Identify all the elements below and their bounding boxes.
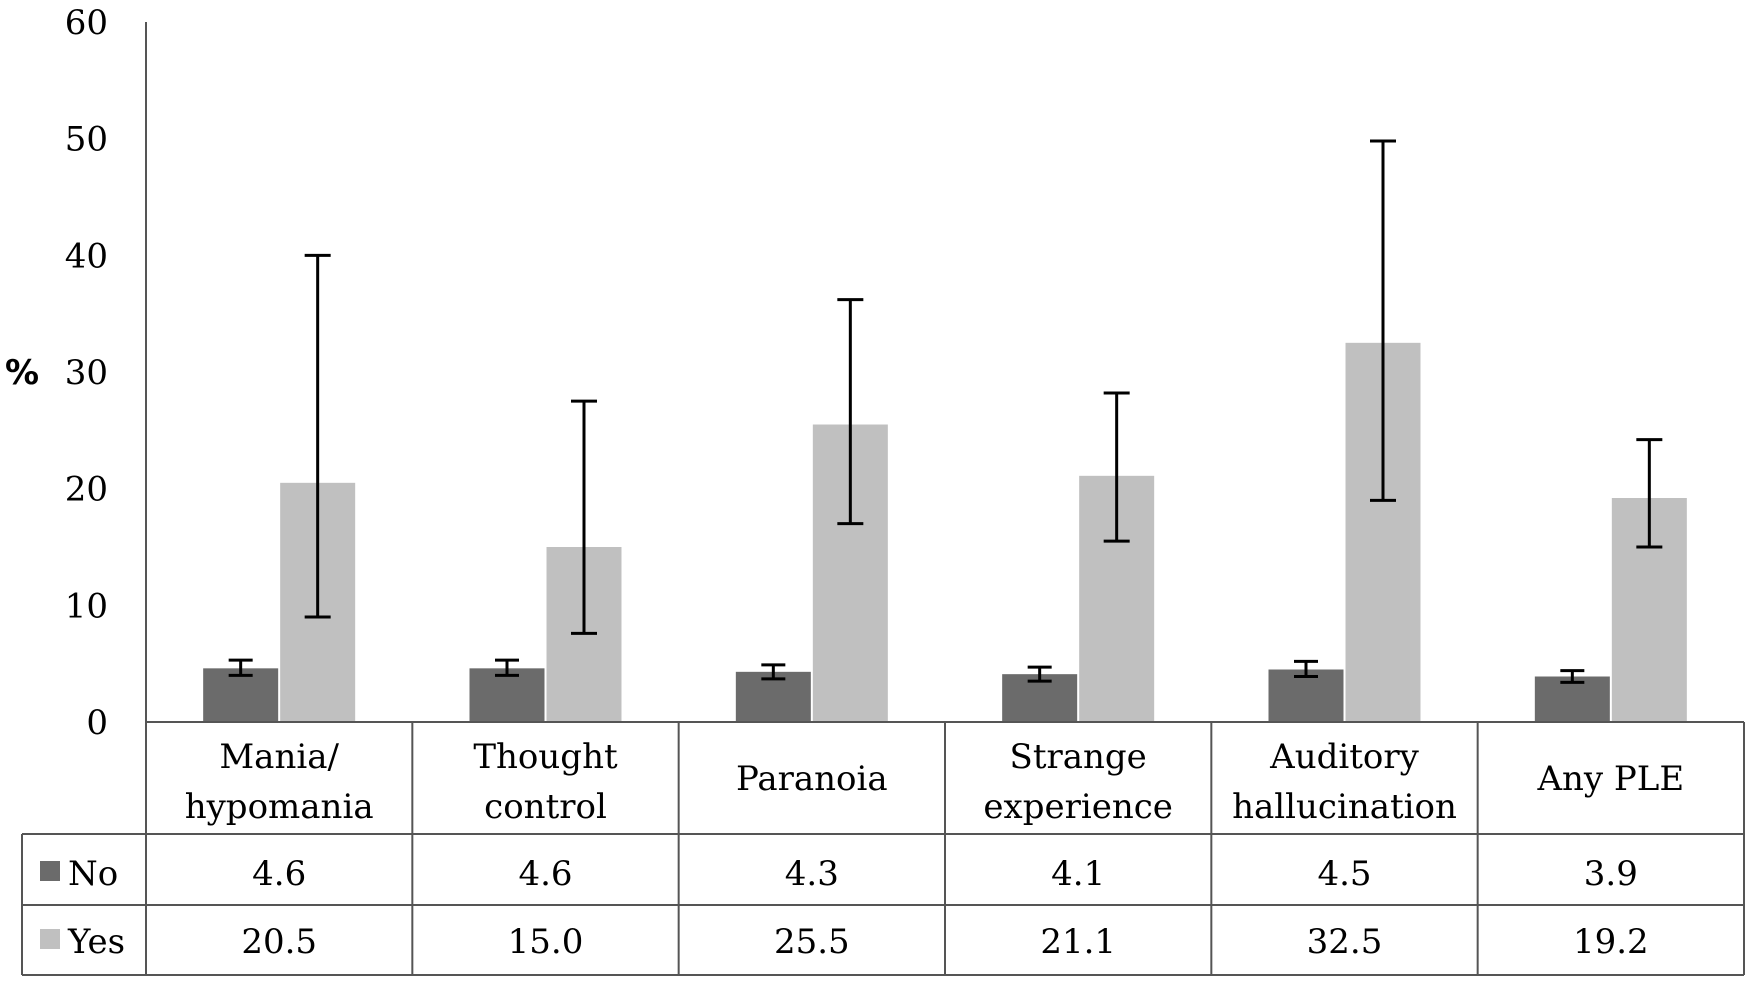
- legend-swatch-yes: [40, 929, 60, 949]
- y-axis-label: %: [5, 353, 39, 393]
- category-label: Any PLE: [1536, 759, 1684, 799]
- legend-label-yes: Yes: [67, 922, 125, 962]
- y-tick-label: 40: [65, 236, 108, 276]
- bar-no: [1534, 676, 1610, 722]
- data-label-no: 3.9: [1584, 854, 1638, 894]
- category-label: experience: [983, 787, 1173, 827]
- data-label-yes: 15.0: [508, 922, 584, 962]
- data-label-no: 4.5: [1317, 854, 1371, 894]
- data-label-no: 4.3: [785, 854, 839, 894]
- y-tick-label: 60: [65, 3, 108, 43]
- bar-no: [1268, 669, 1344, 722]
- data-label-no: 4.6: [518, 854, 572, 894]
- y-tick-label: 20: [65, 470, 108, 510]
- data-label-yes: 25.5: [774, 922, 850, 962]
- category-label: hypomania: [185, 787, 374, 827]
- data-label-yes: 19.2: [1573, 922, 1649, 962]
- category-label: Mania/: [219, 737, 339, 777]
- y-tick-label: 30: [65, 353, 108, 393]
- category-label: Strange: [1010, 737, 1147, 777]
- y-tick-label: 10: [65, 586, 108, 626]
- bar-no: [469, 668, 545, 722]
- data-label-yes: 21.1: [1040, 922, 1116, 962]
- category-label: Auditory: [1269, 737, 1419, 777]
- legend-swatch-no: [40, 861, 60, 881]
- category-label: Thought: [473, 737, 618, 777]
- bar-no: [203, 668, 279, 722]
- data-label-yes: 20.5: [241, 922, 317, 962]
- category-label: control: [484, 787, 607, 827]
- category-label: hallucination: [1232, 787, 1457, 827]
- data-label-yes: 32.5: [1307, 922, 1383, 962]
- category-label: Paranoia: [736, 759, 888, 799]
- data-label-no: 4.1: [1051, 854, 1105, 894]
- y-tick-label: 0: [86, 703, 108, 743]
- data-label-no: 4.6: [252, 854, 306, 894]
- y-tick-label: 50: [65, 120, 108, 160]
- legend-label-no: No: [68, 854, 118, 894]
